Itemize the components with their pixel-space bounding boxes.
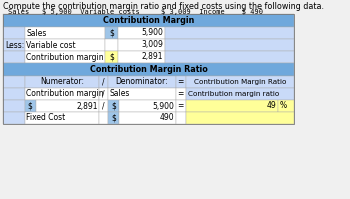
Text: $: $ <box>28 101 33 110</box>
FancyBboxPatch shape <box>4 27 24 39</box>
FancyBboxPatch shape <box>118 39 165 51</box>
Text: Sales   $ 5,900  Variable costs     $ 3,009  Income    $ 490: Sales $ 5,900 Variable costs $ 3,009 Inc… <box>8 9 264 15</box>
FancyBboxPatch shape <box>108 100 119 112</box>
FancyBboxPatch shape <box>99 88 108 100</box>
FancyBboxPatch shape <box>118 51 165 63</box>
FancyBboxPatch shape <box>108 88 176 100</box>
Text: Denominator:: Denominator: <box>116 77 168 87</box>
FancyBboxPatch shape <box>165 27 294 39</box>
Text: 5,900: 5,900 <box>141 28 163 37</box>
FancyBboxPatch shape <box>165 39 294 51</box>
FancyBboxPatch shape <box>4 14 294 27</box>
FancyBboxPatch shape <box>119 100 176 112</box>
FancyBboxPatch shape <box>186 100 279 112</box>
Text: Fixed Cost: Fixed Cost <box>26 113 65 123</box>
Text: /: / <box>102 90 105 99</box>
FancyBboxPatch shape <box>25 112 99 124</box>
Text: 3,009: 3,009 <box>141 41 163 50</box>
Text: 49: 49 <box>267 101 277 110</box>
Text: Contribution margin: Contribution margin <box>26 53 104 61</box>
FancyBboxPatch shape <box>176 76 186 88</box>
FancyBboxPatch shape <box>25 51 105 63</box>
FancyBboxPatch shape <box>105 39 118 51</box>
Text: Contribution Margin: Contribution Margin <box>103 16 194 25</box>
Text: Sales: Sales <box>110 90 130 99</box>
FancyBboxPatch shape <box>176 88 186 100</box>
FancyBboxPatch shape <box>25 27 105 39</box>
Text: Contribution Margin Ratio: Contribution Margin Ratio <box>194 79 286 85</box>
FancyBboxPatch shape <box>186 76 294 88</box>
Text: Compute the contribution margin ratio and fixed costs using the following data.: Compute the contribution margin ratio an… <box>4 2 324 11</box>
Text: =: = <box>178 77 184 87</box>
Text: $: $ <box>111 101 116 110</box>
Text: Contribution margin ratio: Contribution margin ratio <box>188 91 279 97</box>
Text: 2,891: 2,891 <box>141 53 163 61</box>
FancyBboxPatch shape <box>118 27 165 39</box>
FancyBboxPatch shape <box>25 100 36 112</box>
Text: 490: 490 <box>159 113 174 123</box>
Text: $: $ <box>109 53 114 61</box>
FancyBboxPatch shape <box>186 88 294 100</box>
FancyBboxPatch shape <box>165 51 294 63</box>
FancyBboxPatch shape <box>176 100 186 112</box>
Text: 5,900: 5,900 <box>152 101 174 110</box>
FancyBboxPatch shape <box>186 112 294 124</box>
FancyBboxPatch shape <box>25 39 105 51</box>
Text: $: $ <box>111 113 116 123</box>
FancyBboxPatch shape <box>36 100 99 112</box>
FancyBboxPatch shape <box>119 112 176 124</box>
FancyBboxPatch shape <box>99 112 108 124</box>
Text: Contribution margin: Contribution margin <box>26 90 104 99</box>
Text: %: % <box>279 101 286 110</box>
Text: =: = <box>178 101 184 110</box>
FancyBboxPatch shape <box>4 88 24 100</box>
FancyBboxPatch shape <box>105 51 118 63</box>
FancyBboxPatch shape <box>4 100 24 112</box>
FancyBboxPatch shape <box>279 100 294 112</box>
FancyBboxPatch shape <box>4 63 294 76</box>
FancyBboxPatch shape <box>4 51 24 63</box>
FancyBboxPatch shape <box>4 39 24 51</box>
Text: =: = <box>178 90 184 99</box>
Text: 2,891: 2,891 <box>76 101 98 110</box>
Text: $: $ <box>109 28 114 37</box>
FancyBboxPatch shape <box>108 112 119 124</box>
FancyBboxPatch shape <box>99 76 108 88</box>
FancyBboxPatch shape <box>99 100 108 112</box>
Text: Contribution Margin Ratio: Contribution Margin Ratio <box>90 65 208 74</box>
Text: /: / <box>102 101 105 110</box>
FancyBboxPatch shape <box>4 76 24 88</box>
Text: Less:: Less: <box>5 41 25 50</box>
Text: /: / <box>102 77 105 87</box>
FancyBboxPatch shape <box>4 112 24 124</box>
FancyBboxPatch shape <box>176 112 186 124</box>
Text: Sales: Sales <box>26 28 47 37</box>
FancyBboxPatch shape <box>25 88 99 100</box>
FancyBboxPatch shape <box>25 76 99 88</box>
FancyBboxPatch shape <box>105 27 118 39</box>
FancyBboxPatch shape <box>108 76 176 88</box>
Text: Numerator:: Numerator: <box>40 77 84 87</box>
Text: Variable cost: Variable cost <box>26 41 76 50</box>
